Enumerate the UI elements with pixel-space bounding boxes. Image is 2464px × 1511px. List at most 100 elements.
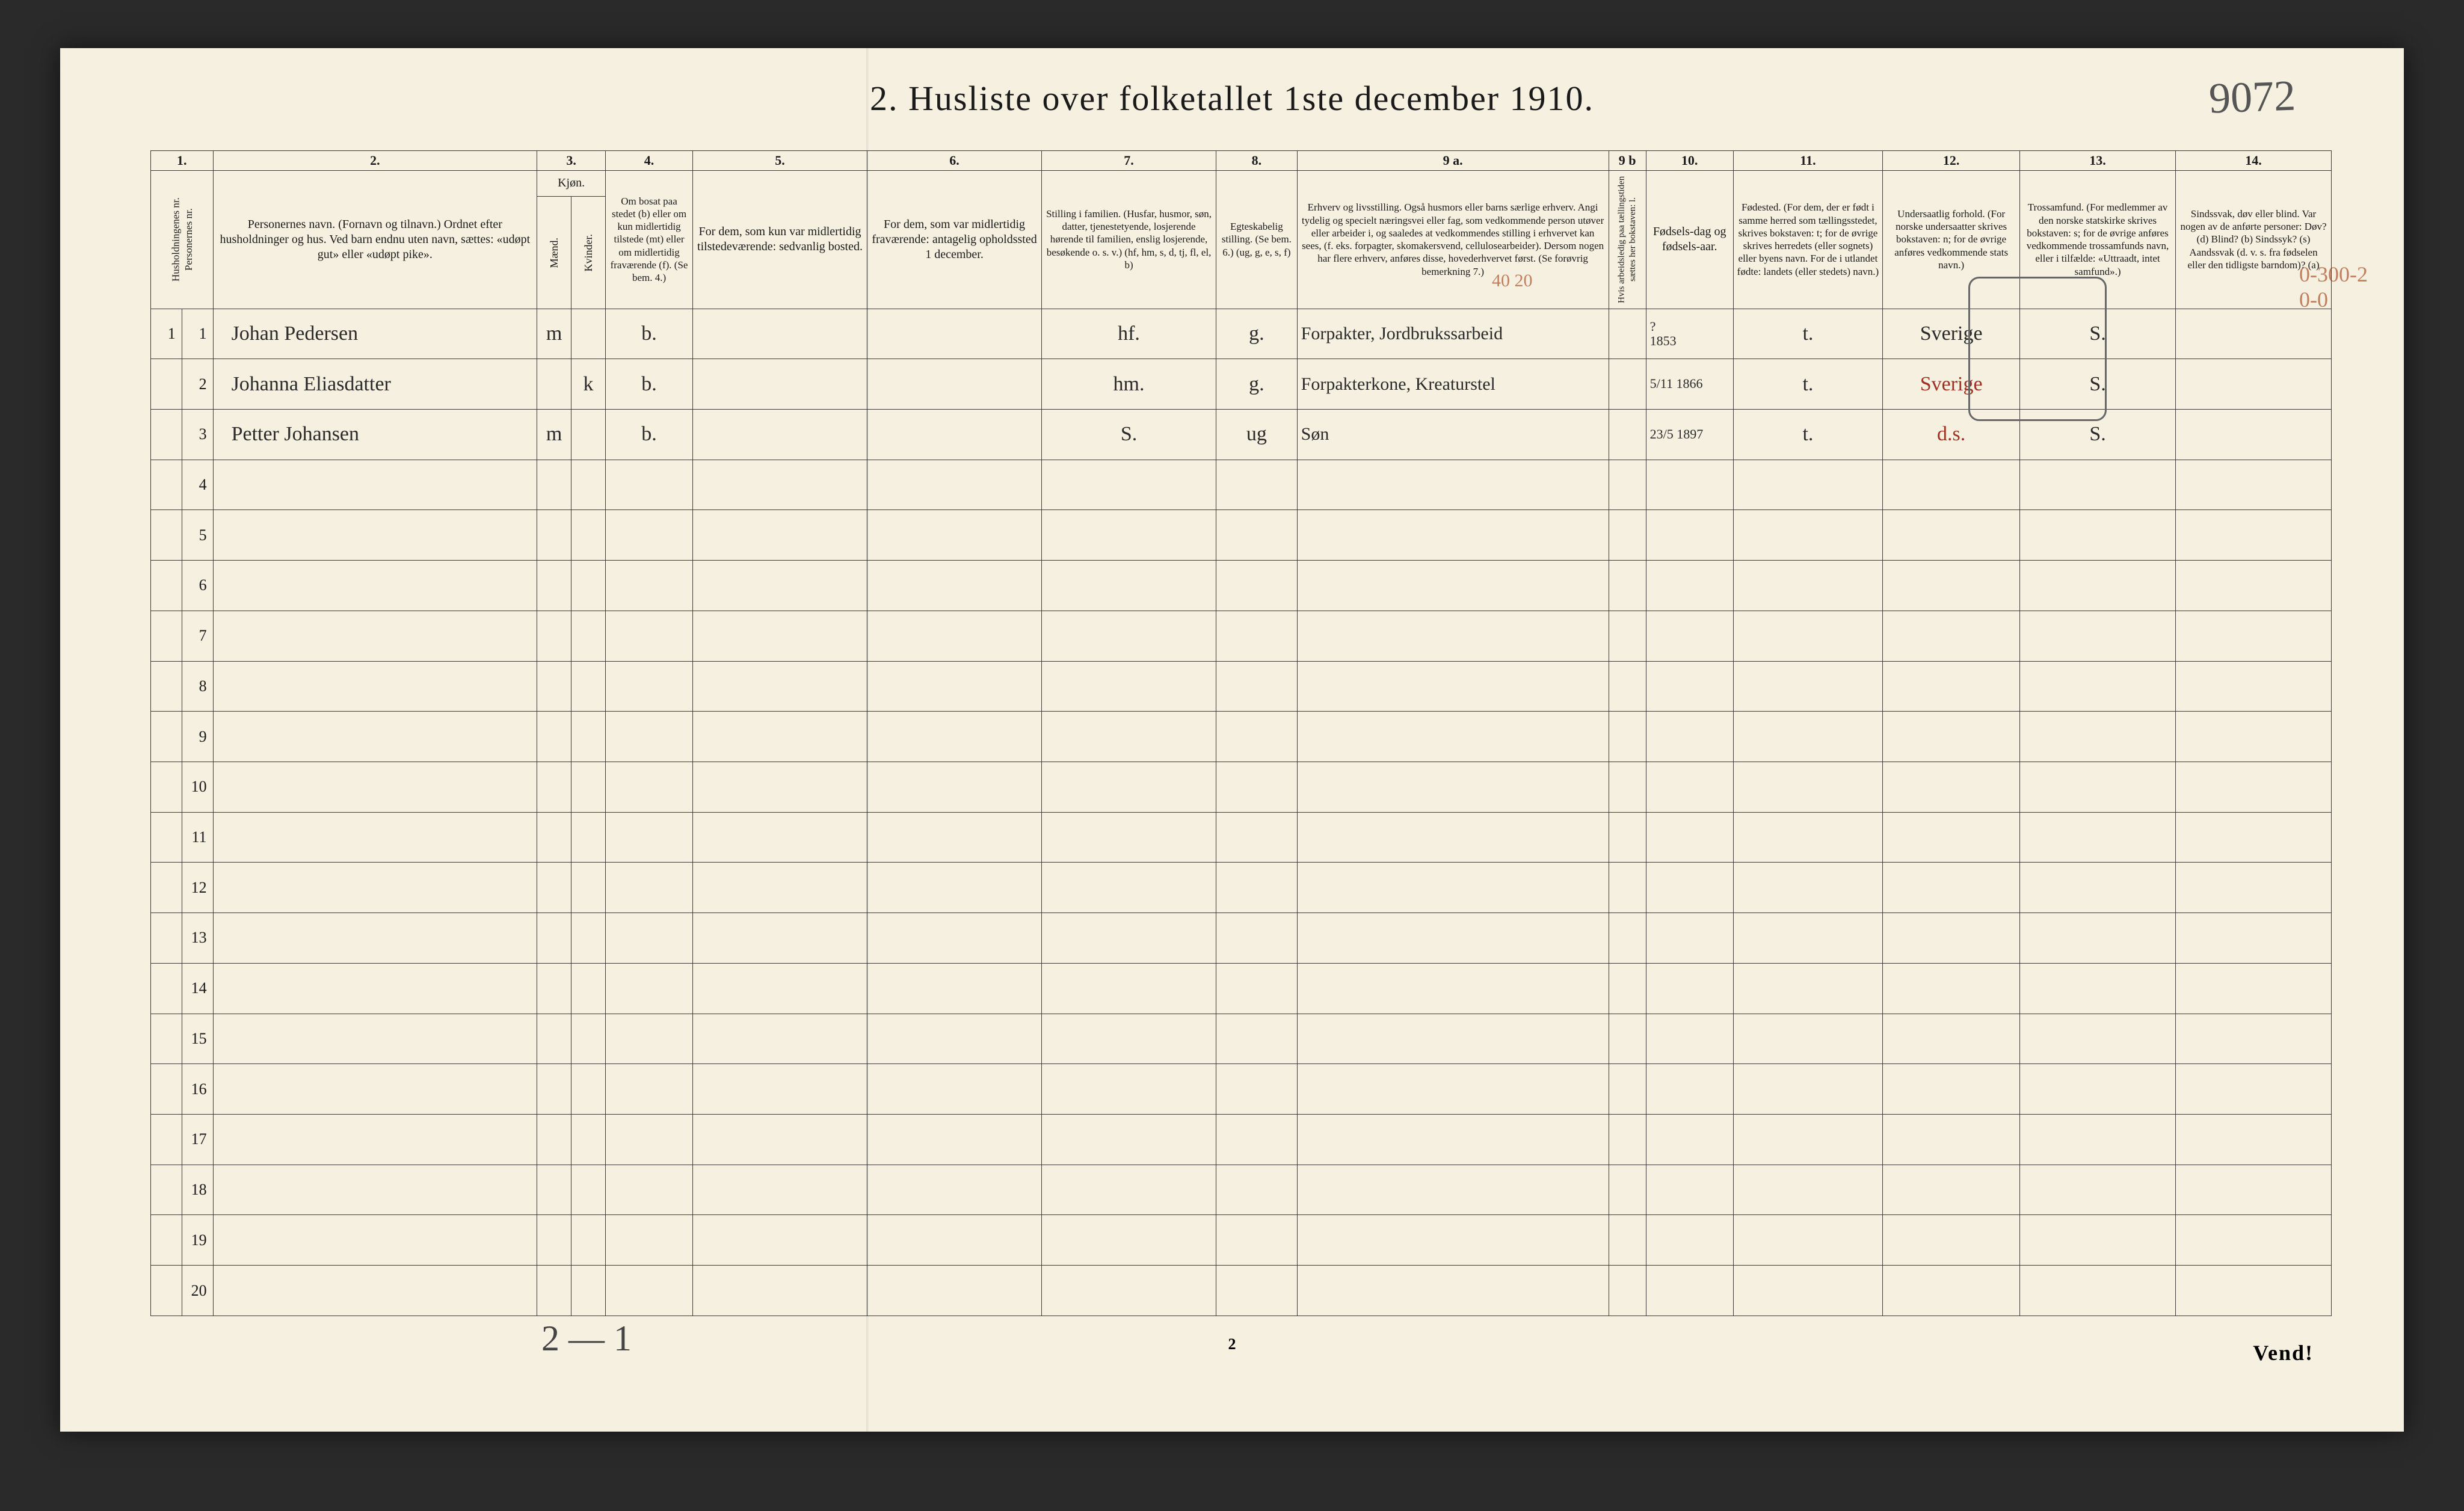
cell-c11 [1733,661,1883,712]
cell-c11 [1733,863,1883,913]
cell-c8 [1216,1165,1298,1215]
cell-c9a [1297,510,1609,561]
cell-c5 [693,661,867,712]
cell-m: m [537,309,571,359]
cell-c7 [1042,812,1216,863]
table-row: 14 [151,963,2332,1014]
cell-c12 [1883,1215,2020,1266]
cell-c10 [1646,611,1733,661]
cell-c4 [606,812,693,863]
table-row: 6 [151,561,2332,611]
cell-pn: 8 [182,661,213,712]
cell-c9b [1609,561,1646,611]
cell-c6 [867,1266,1042,1316]
cell-c9a [1297,963,1609,1014]
cell-c8 [1216,1115,1298,1165]
cell-pn: 1 [182,309,213,359]
cell-c9a: Søn [1297,409,1609,460]
cell-c14 [2175,409,2331,460]
cell-c4: b. [606,309,693,359]
cell-name [213,712,537,762]
cell-c4: b. [606,359,693,410]
cell-c13 [2020,1064,2176,1115]
cell-k [571,460,606,510]
head-c13: Trossamfund. (For medlemmer av den norsk… [2020,170,2176,309]
cell-hh [151,1115,182,1165]
cell-c9a: Forpakter, Jordbrukssarbeid [1297,309,1609,359]
cell-c13 [2020,1115,2176,1165]
cell-k [571,409,606,460]
cell-c4 [606,611,693,661]
cell-k [571,913,606,964]
cell-c11 [1733,1064,1883,1115]
cell-c8 [1216,1266,1298,1316]
cell-c6 [867,913,1042,964]
cell-m [537,510,571,561]
cell-m [537,1165,571,1215]
cell-pn: 16 [182,1064,213,1115]
column-number-row: 1. 2. 3. 4. 5. 6. 7. 8. 9 a. 9 b 10. 11.… [151,151,2332,171]
cell-pn: 3 [182,409,213,460]
cell-c5 [693,1115,867,1165]
cell-name [213,1115,537,1165]
cell-name [213,460,537,510]
cell-c12 [1883,1165,2020,1215]
cell-c9a [1297,1165,1609,1215]
cell-c9b [1609,309,1646,359]
cell-c9b [1609,963,1646,1014]
annotation-topright: 9072 [2208,71,2297,124]
cell-pn: 13 [182,913,213,964]
cell-c8 [1216,863,1298,913]
cell-c13 [2020,863,2176,913]
cell-pn: 17 [182,1115,213,1165]
cell-c4 [606,913,693,964]
cell-m [537,1266,571,1316]
table-row: 9 [151,712,2332,762]
cell-c9b [1609,762,1646,812]
head-c8: Egteskabelig stilling. (Se bem. 6.) (ug,… [1216,170,1298,309]
table-row: 8 [151,661,2332,712]
census-table-wrap: 1. 2. 3. 4. 5. 6. 7. 8. 9 a. 9 b 10. 11.… [150,150,2332,1311]
cell-c8 [1216,812,1298,863]
cell-c7 [1042,913,1216,964]
cell-c7 [1042,1266,1216,1316]
cell-c12 [1883,661,2020,712]
cell-c9a [1297,460,1609,510]
cell-c5 [693,762,867,812]
cell-c12 [1883,1266,2020,1316]
cell-c5 [693,510,867,561]
cell-c4: b. [606,409,693,460]
cell-c9b [1609,1215,1646,1266]
cell-k [571,611,606,661]
cell-hh [151,1014,182,1064]
cell-k [571,510,606,561]
cell-c9a [1297,762,1609,812]
cell-c7: hm. [1042,359,1216,410]
cell-c10 [1646,1014,1733,1064]
cell-k [571,1014,606,1064]
cell-c9a [1297,1014,1609,1064]
cell-c6 [867,561,1042,611]
cell-c14 [2175,1115,2331,1165]
head-c9b: Hvis arbeidsledig paa tællingstiden sætt… [1609,170,1646,309]
cell-m [537,611,571,661]
cell-hh [151,1064,182,1115]
cell-c4 [606,510,693,561]
cell-c14 [2175,1165,2331,1215]
census-page: 2. Husliste over folketallet 1ste decemb… [60,48,2404,1432]
cell-c8: ug [1216,409,1298,460]
cell-c14 [2175,1266,2331,1316]
cell-c7 [1042,1215,1216,1266]
cell-c11 [1733,611,1883,661]
cell-c8 [1216,762,1298,812]
cell-k [571,1165,606,1215]
cell-c9a [1297,812,1609,863]
cell-m [537,863,571,913]
colnum-8: 8. [1216,151,1298,171]
head-c10: Fødsels-dag og fødsels-aar. [1646,170,1733,309]
cell-c12 [1883,561,2020,611]
cell-c10 [1646,812,1733,863]
head-c3k: Kvinder. [571,197,606,309]
cell-c6 [867,1165,1042,1215]
cell-name [213,611,537,661]
